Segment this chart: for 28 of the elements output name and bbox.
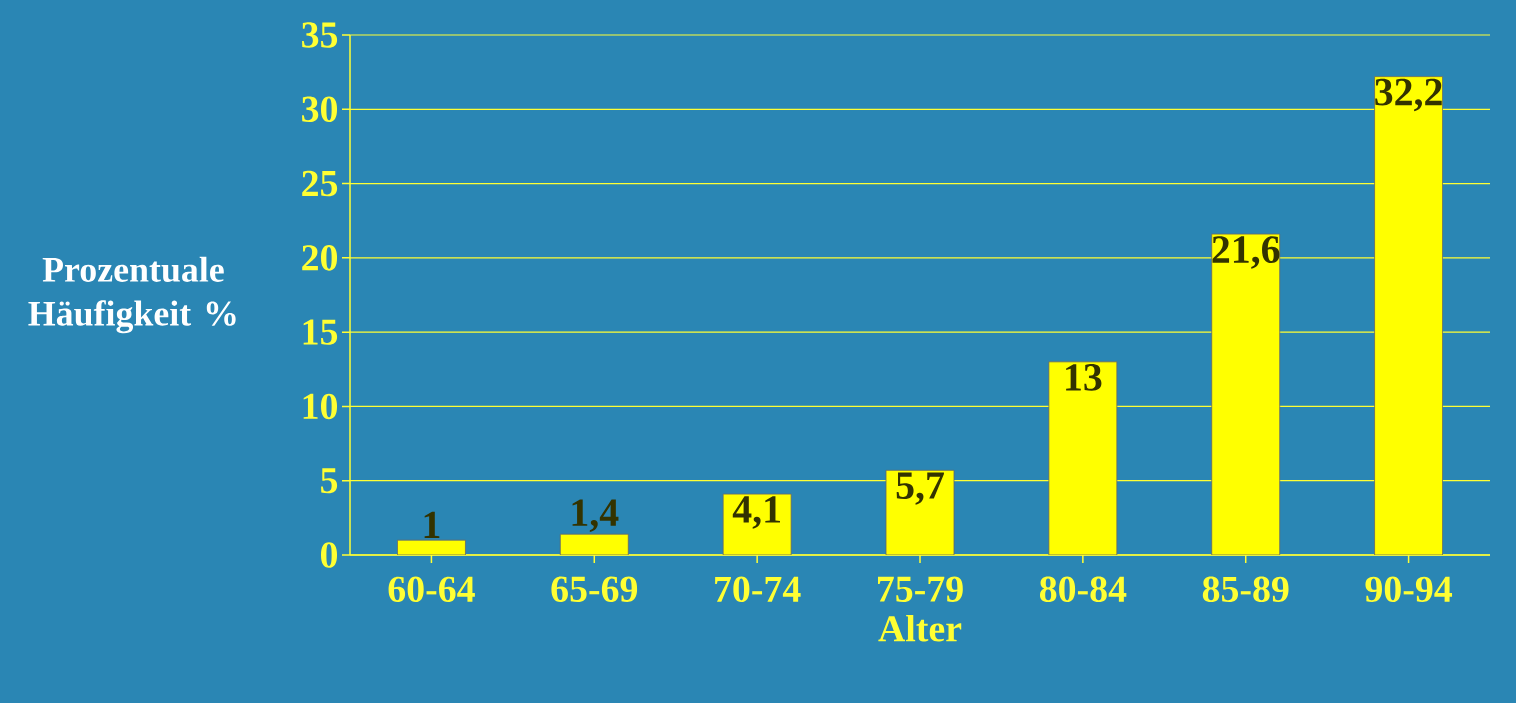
y-tick-label: 5 [321,468,338,494]
x-tick-label: 85-89 [1202,576,1289,603]
bar [1211,233,1281,555]
x-axis-title: Alter [878,614,962,642]
y-tick-label: 30 [302,96,338,123]
bar [1374,76,1443,555]
y-tick-label: 20 [302,245,338,271]
y-tick-label: 10 [303,393,338,420]
data-label: 4,1 [732,496,780,529]
data-label: 21,6 [1212,236,1280,269]
x-tick-label: 60-64 [388,576,475,603]
y-tick-label: 0 [320,542,338,568]
y-tick-label: 15 [303,319,338,345]
data-label: 1 [424,511,440,538]
x-tick-label: 70-74 [715,576,801,603]
data-label: 13 [1066,364,1102,391]
data-label: 32,2 [1375,78,1442,112]
y-tick-label: 25 [302,170,338,197]
data-label: 5,7 [896,472,944,505]
x-tick-label: 75-79 [878,576,963,602]
x-tick-label: 80-84 [1039,576,1127,603]
y-axis-title: Prozentuale Häufigkeit % [28,256,236,334]
bar [559,533,629,555]
bar [1048,361,1118,555]
data-label: 1,4 [572,499,619,532]
x-tick-label: 90-94 [1365,576,1453,603]
x-tick-label: 65-69 [551,576,638,602]
y-tick-label: 35 [302,22,338,48]
